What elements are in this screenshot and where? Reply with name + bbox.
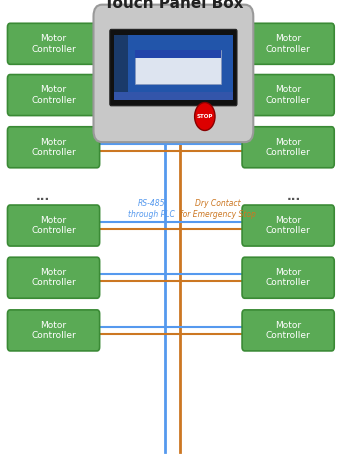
Text: Motor
Controller: Motor Controller — [31, 85, 76, 105]
Text: Motor
Controller: Motor Controller — [266, 321, 310, 340]
Text: Motor
Controller: Motor Controller — [266, 137, 310, 157]
Text: Motor
Controller: Motor Controller — [31, 321, 76, 340]
FancyBboxPatch shape — [242, 205, 334, 246]
Text: Motor
Controller: Motor Controller — [31, 216, 76, 235]
FancyBboxPatch shape — [242, 257, 334, 298]
FancyBboxPatch shape — [242, 310, 334, 351]
Text: Touch Panel Box: Touch Panel Box — [104, 0, 243, 11]
Text: Motor
Controller: Motor Controller — [266, 85, 310, 105]
FancyBboxPatch shape — [242, 127, 334, 168]
Bar — [114, 35, 233, 100]
Bar — [114, 92, 233, 100]
FancyBboxPatch shape — [242, 75, 334, 116]
FancyBboxPatch shape — [7, 310, 100, 351]
Text: Motor
Controller: Motor Controller — [31, 268, 76, 288]
FancyBboxPatch shape — [110, 29, 237, 106]
Text: Motor
Controller: Motor Controller — [266, 268, 310, 288]
Text: Motor
Controller: Motor Controller — [266, 34, 310, 54]
FancyBboxPatch shape — [7, 127, 100, 168]
Bar — [114, 35, 128, 100]
FancyBboxPatch shape — [7, 205, 100, 246]
Text: Motor
Controller: Motor Controller — [31, 34, 76, 54]
Bar — [135, 50, 221, 84]
Circle shape — [194, 103, 215, 130]
Text: Motor
Controller: Motor Controller — [31, 137, 76, 157]
FancyBboxPatch shape — [7, 23, 100, 64]
Text: ...: ... — [35, 190, 50, 203]
Text: Motor
Controller: Motor Controller — [266, 216, 310, 235]
FancyBboxPatch shape — [7, 75, 100, 116]
FancyBboxPatch shape — [242, 23, 334, 64]
Text: STOP: STOP — [197, 114, 213, 119]
FancyBboxPatch shape — [94, 5, 253, 142]
FancyBboxPatch shape — [7, 257, 100, 298]
Text: ...: ... — [287, 190, 301, 203]
Text: Dry Contact
for Emergency Stop: Dry Contact for Emergency Stop — [180, 199, 256, 219]
Bar — [135, 50, 221, 58]
Text: RS-485
through PLC: RS-485 through PLC — [128, 199, 175, 219]
